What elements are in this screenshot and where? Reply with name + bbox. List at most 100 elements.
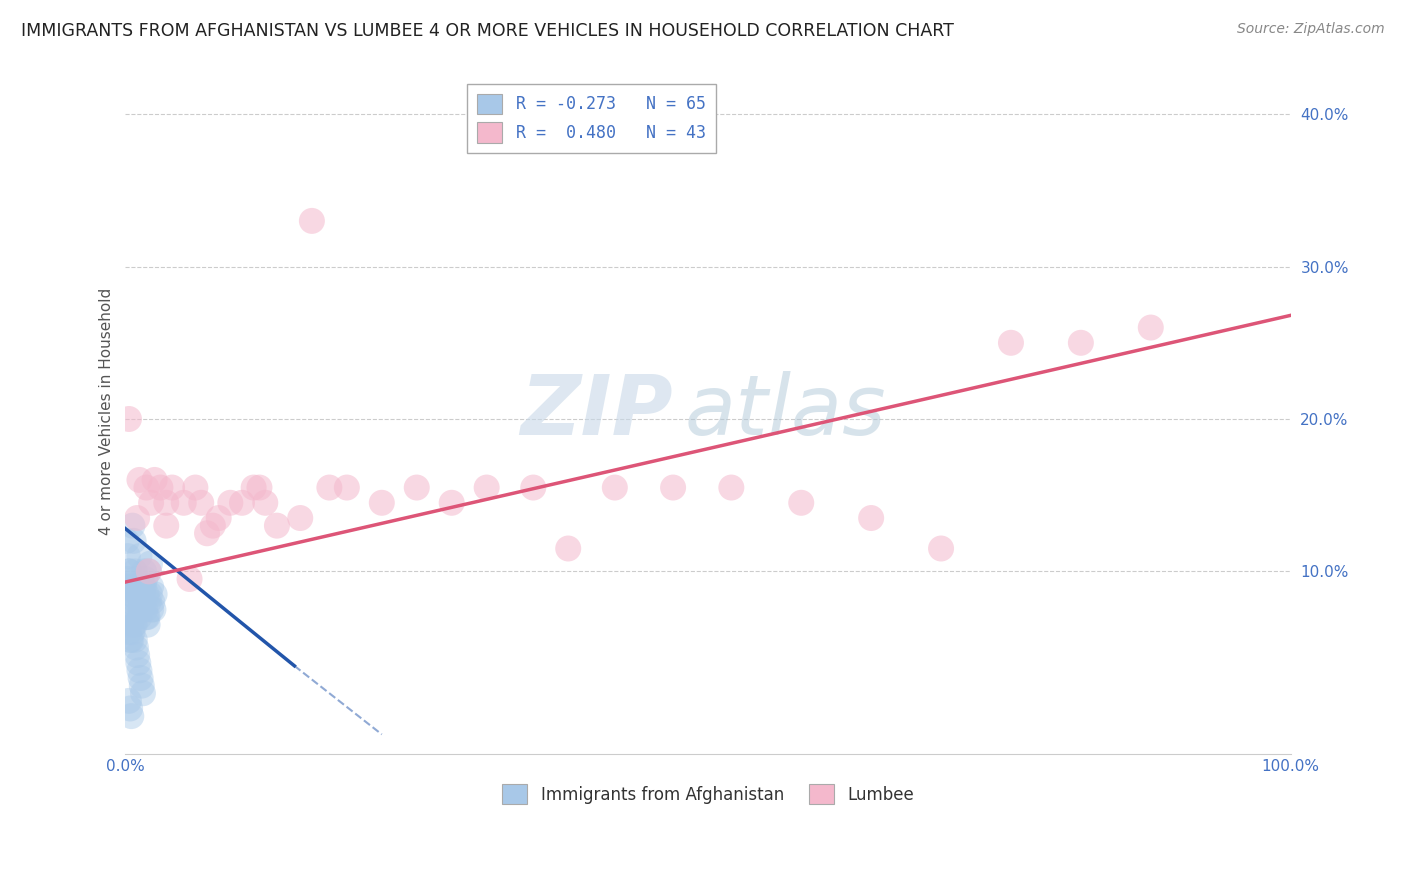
Point	[129, 671, 152, 685]
Point	[138, 595, 160, 609]
Point	[135, 481, 157, 495]
Point	[128, 664, 150, 678]
Point	[160, 481, 183, 495]
Point	[790, 496, 813, 510]
Point	[127, 511, 149, 525]
Point	[121, 625, 143, 640]
Point	[662, 481, 685, 495]
Point	[132, 580, 155, 594]
Point	[136, 610, 159, 624]
Point	[125, 640, 148, 655]
Point	[125, 572, 148, 586]
Point	[720, 481, 742, 495]
Point	[124, 617, 146, 632]
Point	[231, 496, 253, 510]
Point	[139, 602, 162, 616]
Point	[127, 587, 149, 601]
Point	[208, 511, 231, 525]
Point	[118, 565, 141, 579]
Point	[118, 412, 141, 426]
Point	[128, 610, 150, 624]
Point	[149, 481, 172, 495]
Y-axis label: 4 or more Vehicles in Household: 4 or more Vehicles in Household	[100, 288, 114, 535]
Point	[301, 214, 323, 228]
Point	[117, 572, 139, 586]
Legend: Immigrants from Afghanistan, Lumbee: Immigrants from Afghanistan, Lumbee	[492, 774, 924, 814]
Point	[201, 518, 224, 533]
Point	[1000, 335, 1022, 350]
Point	[135, 587, 157, 601]
Point	[143, 473, 166, 487]
Point	[134, 572, 156, 586]
Point	[122, 533, 145, 548]
Point	[603, 481, 626, 495]
Point	[115, 533, 138, 548]
Point	[127, 656, 149, 670]
Point	[155, 496, 177, 510]
Point	[242, 481, 264, 495]
Point	[522, 481, 544, 495]
Point	[318, 481, 340, 495]
Point	[405, 481, 427, 495]
Point	[249, 481, 271, 495]
Point	[129, 602, 152, 616]
Point	[557, 541, 579, 556]
Point	[929, 541, 952, 556]
Point	[120, 580, 142, 594]
Point	[127, 648, 149, 662]
Point	[254, 496, 277, 510]
Point	[139, 587, 162, 601]
Point	[179, 572, 201, 586]
Point	[143, 587, 166, 601]
Point	[139, 557, 162, 571]
Point	[139, 580, 162, 594]
Point	[475, 481, 498, 495]
Point	[115, 610, 138, 624]
Point	[122, 617, 145, 632]
Point	[266, 518, 288, 533]
Point	[1139, 320, 1161, 334]
Point	[131, 595, 153, 609]
Point	[134, 602, 156, 616]
Point	[131, 595, 153, 609]
Point	[1070, 335, 1092, 350]
Point	[128, 473, 150, 487]
Point	[120, 595, 142, 609]
Point	[336, 481, 359, 495]
Point	[139, 496, 162, 510]
Point	[120, 587, 142, 601]
Point	[118, 565, 141, 579]
Point	[124, 632, 146, 647]
Point	[115, 580, 138, 594]
Text: Source: ZipAtlas.com: Source: ZipAtlas.com	[1237, 22, 1385, 37]
Point	[132, 686, 155, 700]
Point	[142, 602, 165, 616]
Point	[128, 549, 150, 563]
Point	[190, 496, 212, 510]
Point	[219, 496, 242, 510]
Point	[195, 526, 218, 541]
Point	[120, 709, 142, 723]
Point	[120, 632, 142, 647]
Point	[136, 617, 159, 632]
Point	[121, 602, 143, 616]
Point	[132, 587, 155, 601]
Point	[120, 587, 142, 601]
Point	[117, 549, 139, 563]
Point	[173, 496, 195, 510]
Point	[184, 481, 207, 495]
Point	[127, 580, 149, 594]
Point	[860, 511, 883, 525]
Point	[290, 511, 312, 525]
Point	[118, 694, 141, 708]
Point	[125, 595, 148, 609]
Point	[120, 701, 142, 715]
Point	[155, 518, 177, 533]
Point	[132, 565, 155, 579]
Point	[138, 565, 160, 579]
Text: ZIP: ZIP	[520, 371, 673, 452]
Point	[132, 580, 155, 594]
Point	[127, 587, 149, 601]
Point	[135, 610, 157, 624]
Point	[127, 580, 149, 594]
